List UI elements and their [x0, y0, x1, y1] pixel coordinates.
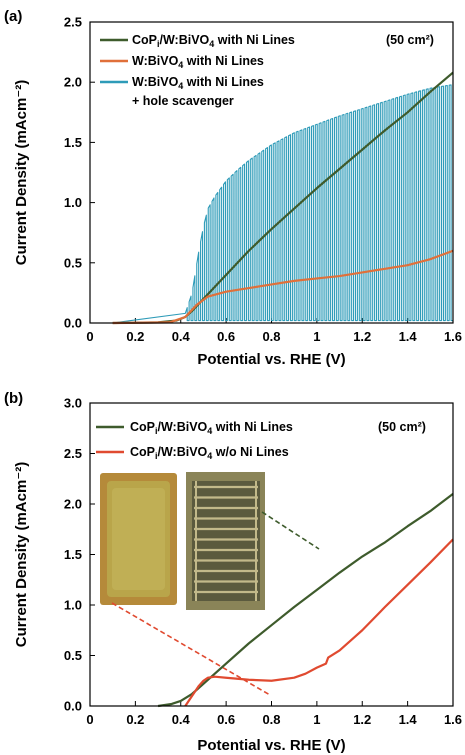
- panel-b-legend-with-ni: CoPi/W:BiVO4 with Ni Lines: [130, 420, 293, 436]
- panel-a-x-tick-labels: 0 0.2 0.4 0.6 0.8 1 1.2 1.4 1.6: [86, 329, 462, 344]
- y-tick-label: 2.5: [64, 446, 82, 461]
- y-tick-label: 1.5: [64, 547, 82, 562]
- panel-a-label: (a): [4, 8, 22, 25]
- panel-a-y-tick-labels: 0.0 0.5 1.0 1.5 2.0 2.5: [64, 15, 82, 331]
- x-tick-label: 1: [313, 712, 320, 727]
- panel-b-x-tick-labels: 0 0.2 0.4 0.6 0.8 1 1.2 1.4 1.6: [86, 712, 462, 727]
- panel-b-legend: CoPi/W:BiVO4 with Ni Lines CoPi/W:BiVO4 …: [96, 420, 293, 461]
- panel-a-y-axis-label: Current Density (mAcm⁻²): [13, 80, 30, 265]
- x-tick-label: 0.8: [262, 712, 280, 727]
- ni-line-grid: [194, 481, 258, 601]
- x-tick-label: 0: [86, 712, 93, 727]
- panel-b-x-axis-label: Potential vs. RHE (V): [197, 737, 345, 754]
- panel-a-x-axis-label: Potential vs. RHE (V): [197, 351, 345, 368]
- series-line-0-2: [112, 84, 453, 324]
- x-tick-label: 1.2: [353, 329, 371, 344]
- x-tick-label: 1: [313, 329, 320, 344]
- series-line-1-0: [157, 493, 454, 708]
- y-tick-label: 0.0: [64, 316, 82, 331]
- panel-b-y-tick-labels: 0.0 0.5 1.0 1.5 2.0 2.5 3.0: [64, 396, 82, 714]
- x-tick-label: 0.4: [172, 329, 191, 344]
- y-tick-label: 2.0: [64, 75, 82, 90]
- x-tick-label: 1.4: [399, 329, 418, 344]
- x-tick-label: 1.4: [399, 712, 418, 727]
- series-line-0-1: [112, 249, 454, 325]
- y-tick-label: 0.5: [64, 648, 82, 663]
- panel-a-series: [112, 71, 454, 325]
- panel-b: (b) 0 0.2 0.4 0.6 0.8 1 1.2 1.4 1.6 0.0 0.5 1.0 1.5…: [4, 390, 462, 754]
- x-tick-label: 0.2: [126, 329, 144, 344]
- x-tick-label: 0: [86, 329, 93, 344]
- panel-a: (a) 0 0.2 0.4 0.6 0.8 1 1.2 1.4 1.6 0.0 0.5 1.0 1.5…: [4, 8, 462, 368]
- y-tick-label: 2.0: [64, 497, 82, 512]
- y-tick-label: 1.0: [64, 598, 82, 613]
- x-tick-label: 0.6: [217, 712, 235, 727]
- x-tick-label: 1.6: [444, 329, 462, 344]
- electrode-photos: [95, 470, 320, 696]
- photo-with-ni-lines: [186, 472, 265, 610]
- x-tick-label: 0.8: [262, 329, 280, 344]
- panel-b-area-annotation: (50 cm²): [378, 420, 426, 434]
- panel-a-frame: [89, 21, 454, 324]
- panel-b-legend-without-ni: CoPi/W:BiVO4 w/o Ni Lines: [130, 445, 289, 461]
- x-tick-label: 0.2: [126, 712, 144, 727]
- x-tick-label: 0.6: [217, 329, 235, 344]
- photo-film-left-center: [112, 488, 165, 590]
- x-tick-label: 1.6: [444, 712, 462, 727]
- panel-a-legend-copi: CoPi/W:BiVO4 with Ni Lines: [132, 33, 295, 49]
- panel-a-area-annotation: (50 cm²): [386, 33, 434, 47]
- pointer-line-without-ni: [111, 602, 271, 696]
- panel-b-series: [157, 493, 454, 708]
- panel-b-frame: [89, 402, 454, 707]
- y-tick-label: 0.0: [64, 699, 82, 714]
- photo-film-right: [192, 481, 260, 601]
- y-tick-label: 3.0: [64, 396, 82, 411]
- y-tick-label: 2.5: [64, 15, 82, 30]
- x-tick-label: 0.4: [172, 712, 191, 727]
- photo-without-ni-lines: [100, 473, 177, 605]
- panel-a-legend-wbivo4: W:BiVO4 with Ni Lines: [132, 54, 264, 70]
- panel-a-legend-scavenger: W:BiVO4 with Ni Lines: [132, 75, 264, 91]
- x-tick-label: 1.2: [353, 712, 371, 727]
- y-tick-label: 0.5: [64, 255, 82, 270]
- panel-a-legend-scavenger-line2: + hole scavenger: [132, 94, 234, 108]
- pointer-line-with-ni: [261, 511, 320, 550]
- panel-a-legend: CoPi/W:BiVO4 with Ni Lines W:BiVO4 with …: [100, 33, 295, 108]
- panel-b-label: (b): [4, 390, 23, 407]
- panel-b-y-axis-label: Current Density (mAcm⁻²): [13, 462, 30, 647]
- series-line-1-1: [184, 538, 454, 707]
- y-tick-label: 1.0: [64, 195, 82, 210]
- y-tick-label: 1.5: [64, 135, 82, 150]
